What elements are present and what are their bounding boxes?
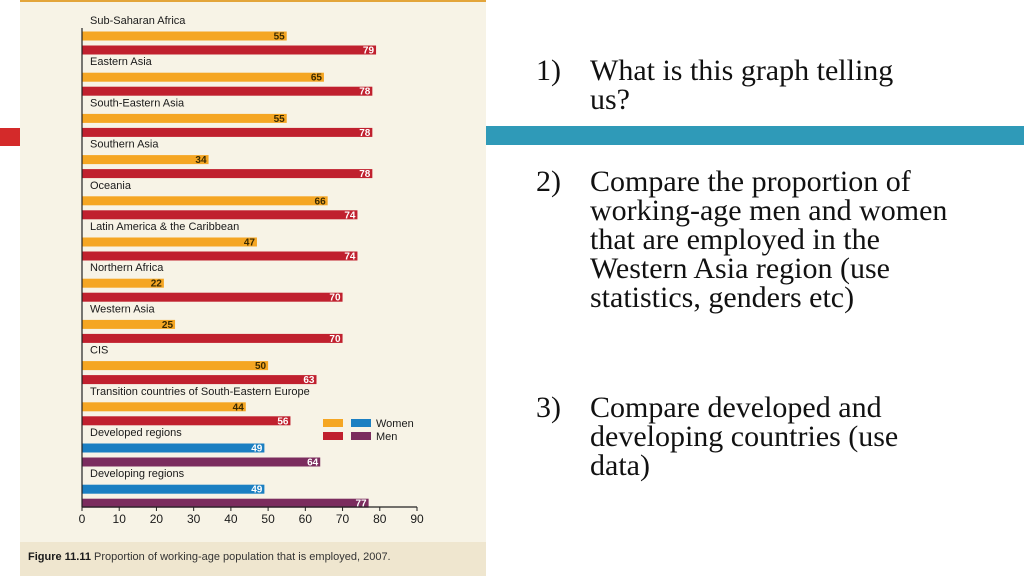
caption-label: Figure 11.11 bbox=[28, 551, 91, 563]
bar-women bbox=[82, 237, 257, 247]
caption-text: Proportion of working-age population tha… bbox=[90, 551, 391, 563]
bar-men bbox=[82, 210, 358, 220]
category-label: Eastern Asia bbox=[90, 56, 153, 68]
data-label-men: 70 bbox=[329, 293, 341, 304]
legend-swatch-men-regional bbox=[323, 432, 343, 440]
x-tick-label: 10 bbox=[113, 512, 127, 526]
category-label: Transition countries of South-Eastern Eu… bbox=[90, 386, 310, 398]
data-label-women: 34 bbox=[195, 155, 207, 166]
data-label-men: 78 bbox=[359, 128, 371, 139]
category-label: Developing regions bbox=[90, 468, 185, 480]
bar-men bbox=[82, 127, 373, 137]
legend-swatch-women-aggregate bbox=[351, 419, 371, 427]
bar-men bbox=[82, 251, 358, 261]
bar-men bbox=[82, 375, 317, 385]
data-label-women: 49 bbox=[251, 485, 263, 496]
data-label-women: 66 bbox=[315, 196, 327, 207]
bar-men bbox=[82, 292, 343, 302]
bar-men bbox=[82, 45, 377, 55]
category-label: Northern Africa bbox=[90, 262, 164, 274]
bar-men bbox=[82, 169, 373, 179]
bar-women bbox=[82, 319, 176, 329]
question-3-text: Compare developed and developing countri… bbox=[590, 391, 899, 482]
x-tick-label: 0 bbox=[79, 512, 86, 526]
data-label-women: 47 bbox=[244, 238, 256, 249]
data-label-women: 65 bbox=[311, 73, 323, 84]
legend-label-men: Men bbox=[376, 431, 397, 443]
bar-men bbox=[82, 333, 343, 343]
data-label-women: 55 bbox=[274, 114, 286, 125]
question-2-number: 2) bbox=[536, 165, 561, 198]
data-label-women: 25 bbox=[162, 320, 174, 331]
category-label: Sub-Saharan Africa bbox=[90, 15, 186, 27]
bar-women bbox=[82, 196, 328, 206]
x-tick-label: 40 bbox=[224, 512, 238, 526]
question-3-number: 3) bbox=[536, 391, 561, 424]
bar-women bbox=[82, 155, 209, 165]
category-label: Western Asia bbox=[90, 303, 155, 315]
bar-women bbox=[82, 443, 265, 453]
data-label-men: 63 bbox=[303, 375, 315, 386]
bar-chart: Sub-Saharan Africa 55 79 Eastern Asia 65 78 So… bbox=[79, 15, 424, 526]
data-label-men: 74 bbox=[344, 252, 356, 263]
category-label: CIS bbox=[90, 345, 108, 357]
data-label-men: 79 bbox=[363, 46, 375, 57]
data-label-men: 74 bbox=[344, 210, 356, 221]
bar-women bbox=[82, 361, 269, 371]
bar-women bbox=[82, 72, 324, 82]
bar-women bbox=[82, 484, 265, 494]
bar-men bbox=[82, 86, 373, 96]
category-label: Latin America & the Caribbean bbox=[90, 221, 239, 233]
slide-divider-bar bbox=[486, 126, 1024, 145]
category-label: South-Eastern Asia bbox=[90, 97, 185, 109]
bar-men bbox=[82, 457, 321, 467]
caption-bar bbox=[20, 542, 486, 576]
x-tick-label: 90 bbox=[410, 512, 424, 526]
bar-women bbox=[82, 31, 287, 41]
x-tick-label: 50 bbox=[261, 512, 275, 526]
data-label-women: 49 bbox=[251, 444, 263, 455]
question-1-number: 1) bbox=[536, 54, 561, 87]
data-label-men: 56 bbox=[277, 416, 289, 427]
legend-swatch-women-regional bbox=[323, 419, 343, 427]
data-label-men: 77 bbox=[355, 499, 367, 510]
data-label-women: 44 bbox=[233, 402, 245, 413]
figure-caption: Figure 11.11 Proportion of working-age p… bbox=[28, 551, 391, 563]
bar-women bbox=[82, 113, 287, 123]
x-tick-label: 80 bbox=[373, 512, 387, 526]
data-label-women: 22 bbox=[151, 279, 163, 290]
category-label: Oceania bbox=[90, 180, 132, 192]
legend-label-women: Women bbox=[376, 418, 414, 430]
x-tick-label: 60 bbox=[299, 512, 313, 526]
bar-women bbox=[82, 402, 246, 412]
data-label-men: 78 bbox=[359, 169, 371, 180]
data-label-women: 50 bbox=[255, 361, 267, 372]
slide-accent-tab bbox=[0, 128, 20, 146]
figure-top-line bbox=[20, 0, 486, 2]
data-label-men: 78 bbox=[359, 87, 371, 98]
x-tick-label: 30 bbox=[187, 512, 201, 526]
x-tick-label: 70 bbox=[336, 512, 350, 526]
question-2-text: Compare the proportion of working-age me… bbox=[590, 165, 948, 314]
category-label: Developed regions bbox=[90, 427, 182, 439]
x-tick-label: 20 bbox=[150, 512, 164, 526]
legend-swatch-men-aggregate bbox=[351, 432, 371, 440]
category-label: Southern Asia bbox=[90, 139, 159, 151]
bar-women bbox=[82, 278, 164, 288]
data-label-men: 70 bbox=[329, 334, 341, 345]
bar-men bbox=[82, 416, 291, 426]
figure-panel bbox=[20, 0, 486, 576]
question-1-text: What is this graph telling us? bbox=[590, 54, 894, 116]
data-label-men: 64 bbox=[307, 458, 319, 469]
bar-men bbox=[82, 498, 369, 508]
data-label-women: 55 bbox=[274, 32, 286, 43]
